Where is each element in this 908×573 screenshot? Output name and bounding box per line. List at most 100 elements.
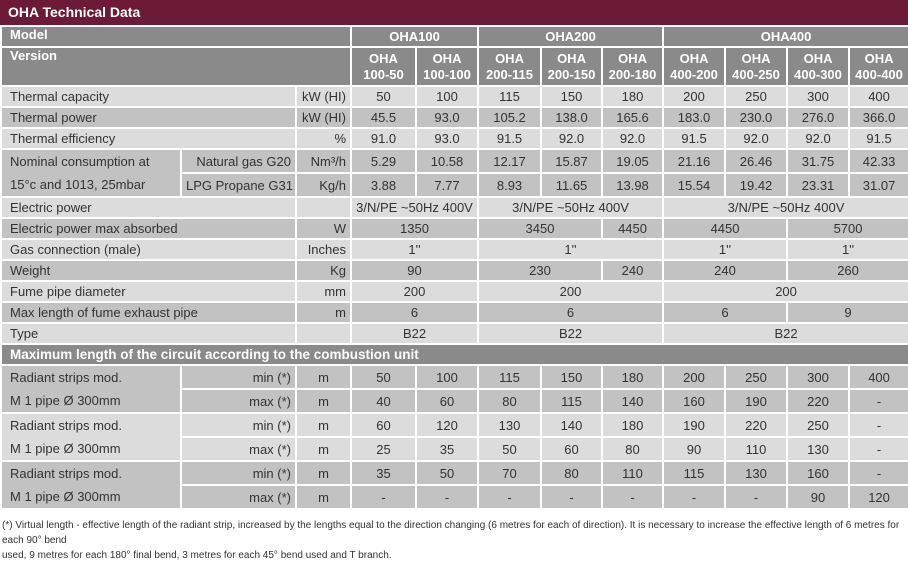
spec-row: Thermal efficiency% 91.0 93.0 91.5 92.0 92.0 9… bbox=[0, 127, 908, 150]
value-cell: 240 bbox=[601, 259, 665, 282]
value-cell: 200 bbox=[477, 280, 665, 303]
value-cell: 93.0 bbox=[414, 106, 480, 129]
section-header: Maximum length of the circuit according … bbox=[0, 343, 908, 366]
value-cell: 80 bbox=[477, 388, 543, 414]
technical-data-table: Model OHA100 OHA200 OHA400 Version OHA 100-50 O… bbox=[0, 25, 908, 510]
value-cell: 200 bbox=[349, 280, 480, 303]
spec-row: Gas connection (male) Inches 1'' 1'' 1'' 1'' bbox=[0, 238, 908, 261]
value-cell: 105.2 bbox=[477, 106, 543, 129]
value-cell: - bbox=[848, 388, 908, 414]
spec-row: Weight Kg 90 230 240 240 260 bbox=[0, 259, 908, 282]
label-line: OHA bbox=[495, 50, 524, 66]
value-cell: 250 bbox=[786, 412, 851, 438]
value-cell: 1'' bbox=[662, 238, 789, 261]
value-cell: 230 bbox=[477, 259, 604, 282]
value-cell: B22 bbox=[477, 322, 665, 345]
label-line: 400-200 bbox=[670, 66, 718, 82]
spec-row: Thermal power kW (HI) 45.5 93.0 105.2 138.0 16… bbox=[0, 106, 908, 129]
value-cell: 90 bbox=[662, 436, 727, 462]
value-cell: 250 bbox=[724, 85, 789, 108]
label-line: Radiant strips mod. bbox=[10, 418, 122, 433]
value-cell: 42.33 bbox=[848, 148, 908, 174]
value-cell: 90 bbox=[786, 484, 851, 510]
version-name: OHA 200-150 bbox=[540, 46, 604, 87]
value-cell: 13.98 bbox=[601, 172, 665, 198]
row-unit: W bbox=[295, 217, 352, 240]
label-line: Radiant strips mod. bbox=[10, 466, 122, 481]
version-name: OHA 100-100 bbox=[414, 46, 480, 87]
value-cell: 40 bbox=[350, 388, 417, 414]
value-cell: 35 bbox=[414, 436, 480, 462]
value-cell: 19.05 bbox=[601, 148, 665, 174]
row-sublabel: min (*) bbox=[180, 364, 297, 390]
value-cell: 10.58 bbox=[414, 148, 480, 174]
value-cell: 90 bbox=[349, 259, 480, 282]
value-cell: 180 bbox=[601, 85, 665, 108]
value-cell: 160 bbox=[786, 460, 851, 486]
row-unit bbox=[295, 322, 352, 345]
circuit-row: Radiant strips mod. M 1 pipe Ø 300mm min (… bbox=[0, 460, 908, 510]
value-cell: - bbox=[477, 484, 543, 510]
spec-row: Electric power max absorbed W 1350 3450 4450… bbox=[0, 217, 908, 240]
row-sublabel: max (*) bbox=[180, 436, 297, 462]
value-cell: 240 bbox=[662, 259, 789, 282]
model-row: Model OHA100 OHA200 OHA400 bbox=[0, 25, 908, 48]
value-cell: 110 bbox=[601, 460, 665, 486]
value-cell: 1'' bbox=[786, 238, 908, 261]
row-sublabel: max (*) bbox=[180, 484, 297, 510]
value-cell: 92.0 bbox=[724, 127, 789, 150]
value-cell: 6 bbox=[477, 301, 665, 324]
value-cell: 70 bbox=[477, 460, 543, 486]
circuit-row: max (*) m - - - - - - -90 120 bbox=[1, 484, 908, 510]
value-cell: 15.87 bbox=[540, 148, 604, 174]
value-cell: 1'' bbox=[349, 238, 480, 261]
spec-row: Thermal capacity kW (HI) 50 100 115 150 180 200… bbox=[0, 85, 908, 108]
value-cell: 230.0 bbox=[724, 106, 789, 129]
row-label: Electric power max absorbed bbox=[0, 217, 297, 240]
row-unit bbox=[295, 196, 352, 219]
value-cell: 183.0 bbox=[662, 106, 727, 129]
value-cell: 31.07 bbox=[848, 172, 908, 198]
consumption-row: LPG Propane G31 Kg/h 3.88 7.77 8.93 11.65 13.9… bbox=[1, 172, 908, 198]
section-title: Maximum length of the circuit according … bbox=[0, 343, 908, 366]
value-cell: 6 bbox=[662, 301, 789, 324]
label-line: 200-115 bbox=[486, 66, 534, 82]
value-cell: 3.88 bbox=[350, 172, 417, 198]
table-title: OHA Technical Data bbox=[0, 0, 908, 25]
value-cell: B22 bbox=[662, 322, 908, 345]
label-line: 200-180 bbox=[608, 66, 657, 82]
value-cell: 110 bbox=[724, 436, 789, 462]
value-cell: - bbox=[848, 436, 908, 462]
consumption-label: Nominal consumption at 15°c and 1013, 25m… bbox=[0, 148, 182, 198]
label-line: Radiant strips mod. bbox=[10, 370, 122, 385]
value-cell: 300 bbox=[786, 85, 851, 108]
value-cell: - bbox=[350, 484, 417, 510]
value-cell: 250 bbox=[724, 364, 789, 390]
value-cell: 80 bbox=[601, 436, 665, 462]
value-cell: 120 bbox=[414, 412, 480, 438]
row-unit: m bbox=[295, 436, 352, 462]
value-cell: 3/N/PE ~50Hz 400V bbox=[477, 196, 665, 219]
label-line: OHA bbox=[803, 50, 833, 66]
value-cell: 91.5 bbox=[477, 127, 543, 150]
value-cell: 200 bbox=[662, 364, 727, 390]
label-line: OHA bbox=[369, 50, 398, 66]
spec-row: Max length of fume exhaust pipe m 6 6 6 9 bbox=[0, 301, 908, 324]
value-cell: 300 bbox=[786, 364, 851, 390]
row-label: Electric power bbox=[0, 196, 297, 219]
value-cell: 140 bbox=[540, 412, 604, 438]
value-cell: 276.0 bbox=[786, 106, 851, 129]
circuit-row: max (*) m 40 60 80 115 140 160 190 220- bbox=[1, 388, 908, 414]
value-cell: 12.17 bbox=[477, 148, 543, 174]
value-cell: 50 bbox=[350, 364, 417, 390]
circuit-row: Radiant strips mod. M 1 pipe Ø 300mm min (… bbox=[0, 364, 908, 414]
value-cell: 91.5 bbox=[848, 127, 908, 150]
version-name: OHA 200-115 bbox=[477, 46, 543, 87]
value-cell: 120 bbox=[848, 484, 908, 510]
label-line: M 1 pipe Ø 300mm bbox=[10, 441, 121, 456]
row-unit: m bbox=[295, 364, 352, 390]
value-cell: 366.0 bbox=[848, 106, 908, 129]
value-cell: 138.0 bbox=[540, 106, 604, 129]
label-line: 400-250 bbox=[732, 66, 780, 82]
row-unit: kW (HI) bbox=[295, 85, 352, 108]
